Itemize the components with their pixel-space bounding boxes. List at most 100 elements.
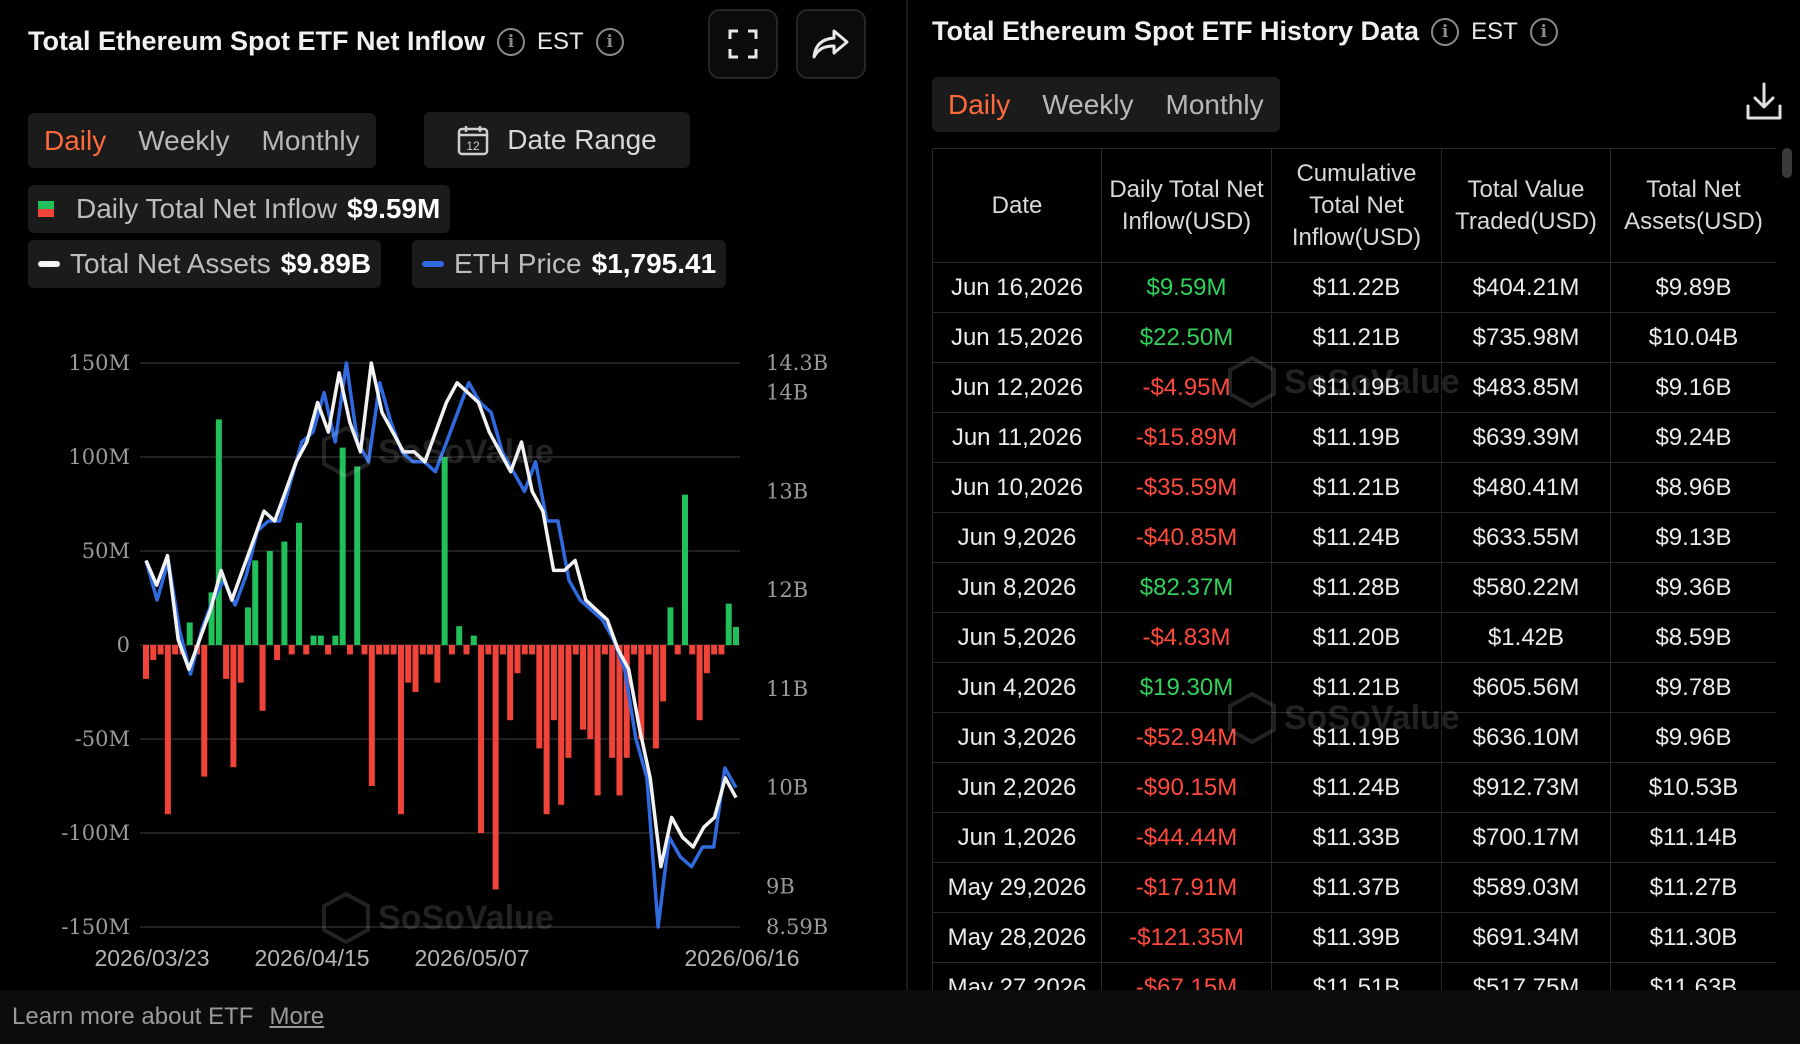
legend-total-net-assets[interactable]: Total Net Assets $9.89B xyxy=(28,240,382,288)
download-icon[interactable] xyxy=(1744,80,1784,124)
table-row: Jun 11,2026 -$15.89M $11.19B $639.39M $9.24B xyxy=(932,412,1776,463)
timezone-info-icon[interactable]: i xyxy=(1529,17,1558,46)
inflow-bar xyxy=(623,645,630,758)
price-legend-label: ETH Price xyxy=(454,248,582,279)
right-axis-tick: 12B xyxy=(766,578,808,602)
col-header-daily-inflow[interactable]: Daily Total Net Inflow(USD) xyxy=(1101,148,1272,263)
col-header-net-assets[interactable]: Total Net Assets(USD) xyxy=(1610,148,1776,263)
tab-weekly[interactable]: Weekly xyxy=(1042,88,1134,120)
price-legend-swatch xyxy=(422,261,444,267)
fullscreen-button[interactable] xyxy=(708,9,778,79)
chart-lines xyxy=(144,361,738,929)
inflow-bar xyxy=(616,645,623,796)
history-table-body: Jun 16,2026 $9.59M $11.22B $404.21M $9.89B Ju… xyxy=(932,262,1776,990)
cell-daily-inflow: -$15.89M xyxy=(1101,412,1272,463)
inflow-bar xyxy=(674,645,681,655)
inflow-bar xyxy=(223,645,230,679)
cell-cumulative-inflow: $11.21B xyxy=(1271,312,1442,363)
share-button[interactable] xyxy=(796,9,866,79)
tab-daily[interactable]: Daily xyxy=(948,88,1011,120)
history-panel-title: Total Ethereum Spot ETF History Data i E… xyxy=(932,16,1558,47)
inflow-bar xyxy=(565,645,572,758)
x-axis-tick: 2026/06/16 xyxy=(684,945,799,971)
inflow-bar xyxy=(478,645,485,833)
cell-date: Jun 5,2026 xyxy=(932,612,1102,663)
inflow-bar xyxy=(550,645,557,721)
history-title: Total Ethereum Spot ETF History Data xyxy=(932,16,1420,46)
table-row: Jun 2,2026 -$90.15M $11.24B $912.73M $10.53B xyxy=(932,762,1776,813)
cell-net-assets: $11.14B xyxy=(1610,812,1776,863)
cell-net-assets: $8.59B xyxy=(1610,612,1776,663)
x-axis-tick: 2026/05/07 xyxy=(414,945,529,971)
cell-cumulative-inflow: $11.24B xyxy=(1271,512,1442,563)
cell-date: May 29,2026 xyxy=(932,862,1102,913)
table-scrollbar[interactable] xyxy=(1782,148,1792,178)
inflow-bar xyxy=(427,645,434,655)
table-row: May 28,2026 -$121.35M $11.39B $691.34M $11.3… xyxy=(932,912,1776,963)
cell-cumulative-inflow: $11.24B xyxy=(1271,762,1442,813)
inflow-bar xyxy=(507,645,514,721)
inflow-bar xyxy=(186,622,193,645)
col-header-date[interactable]: Date xyxy=(932,148,1102,263)
x-axis-tick: 2026/03/23 xyxy=(94,945,209,971)
net-inflow-chart[interactable]: 150M 100M 50M 0 -50M -100M -150M 14.3B 14B 13B 12… xyxy=(0,330,906,990)
cell-value-traded: $517.75M xyxy=(1441,962,1611,990)
cell-cumulative-inflow: $11.39B xyxy=(1271,912,1442,963)
inflow-bar xyxy=(310,635,317,645)
cell-cumulative-inflow: $11.33B xyxy=(1271,812,1442,863)
inflow-bars xyxy=(143,419,739,890)
right-axis: 14.3B 14B 13B 12B 11B 10B 9B 8.59B xyxy=(766,351,828,939)
right-axis-tick: 10B xyxy=(766,776,808,800)
info-icon[interactable]: i xyxy=(497,27,525,56)
cell-value-traded: $639.39M xyxy=(1441,412,1611,463)
assets-legend-value: $9.89B xyxy=(280,248,372,279)
inflow-bar xyxy=(521,645,528,655)
table-row: Jun 12,2026 -$4.95M $11.19B $483.85M $9.16B xyxy=(932,362,1776,413)
table-header-row: Date Daily Total Net Inflow(USD) Cumulat… xyxy=(932,148,1776,263)
price-legend-value: $1,795.41 xyxy=(591,248,717,279)
cell-cumulative-inflow: $11.21B xyxy=(1271,462,1442,513)
col-header-value-traded[interactable]: Total Value Traded(USD) xyxy=(1441,148,1611,263)
cell-net-assets: $11.63B xyxy=(1610,962,1776,990)
inflow-bar xyxy=(558,645,565,805)
inflow-bar xyxy=(631,645,638,655)
inflow-bar xyxy=(303,645,310,655)
date-range-button[interactable]: 12 Date Range xyxy=(424,112,690,168)
cell-daily-inflow: -$67.15M xyxy=(1101,962,1272,990)
history-table-container[interactable]: Date Daily Total Net Inflow(USD) Cumulat… xyxy=(932,148,1776,990)
inflow-bar xyxy=(441,457,448,645)
cell-value-traded: $1.42B xyxy=(1441,612,1611,663)
tab-weekly[interactable]: Weekly xyxy=(138,124,230,156)
cell-daily-inflow: $19.30M xyxy=(1101,662,1272,713)
timezone-info-icon[interactable]: i xyxy=(595,27,624,56)
panel-divider xyxy=(906,0,908,990)
more-link[interactable]: More xyxy=(269,1003,325,1030)
col-header-cumulative-inflow[interactable]: Cumulative Total Net Inflow(USD) xyxy=(1271,148,1442,263)
cell-cumulative-inflow: $11.21B xyxy=(1271,662,1442,713)
inflow-bar xyxy=(164,645,171,815)
right-axis-tick: 9B xyxy=(766,875,795,899)
cell-value-traded: $589.03M xyxy=(1441,862,1611,913)
cell-net-assets: $9.89B xyxy=(1610,262,1776,313)
cell-date: Jun 9,2026 xyxy=(932,512,1102,563)
inflow-bar xyxy=(390,645,397,655)
legend-eth-price[interactable]: ETH Price $1,795.41 xyxy=(412,240,727,288)
cell-value-traded: $636.10M xyxy=(1441,712,1611,763)
legend-daily-inflow[interactable]: Daily Total Net Inflow $9.59M xyxy=(28,185,451,233)
inflow-bar xyxy=(172,645,179,655)
cell-date: Jun 15,2026 xyxy=(932,312,1102,363)
cell-value-traded: $691.34M xyxy=(1441,912,1611,963)
inflow-bar xyxy=(274,645,281,661)
tab-daily[interactable]: Daily xyxy=(44,124,107,156)
info-icon[interactable]: i xyxy=(1431,17,1460,46)
tab-monthly[interactable]: Monthly xyxy=(1165,88,1264,120)
inflow-bar xyxy=(201,645,208,777)
cell-net-assets: $10.53B xyxy=(1610,762,1776,813)
inflow-bar xyxy=(368,645,375,786)
cell-value-traded: $700.17M xyxy=(1441,812,1611,863)
assets-legend-swatch xyxy=(38,261,60,267)
cell-net-assets: $9.78B xyxy=(1610,662,1776,713)
cell-daily-inflow: -$44.44M xyxy=(1101,812,1272,863)
timezone-label: EST xyxy=(1471,17,1518,45)
tab-monthly[interactable]: Monthly xyxy=(261,124,360,156)
